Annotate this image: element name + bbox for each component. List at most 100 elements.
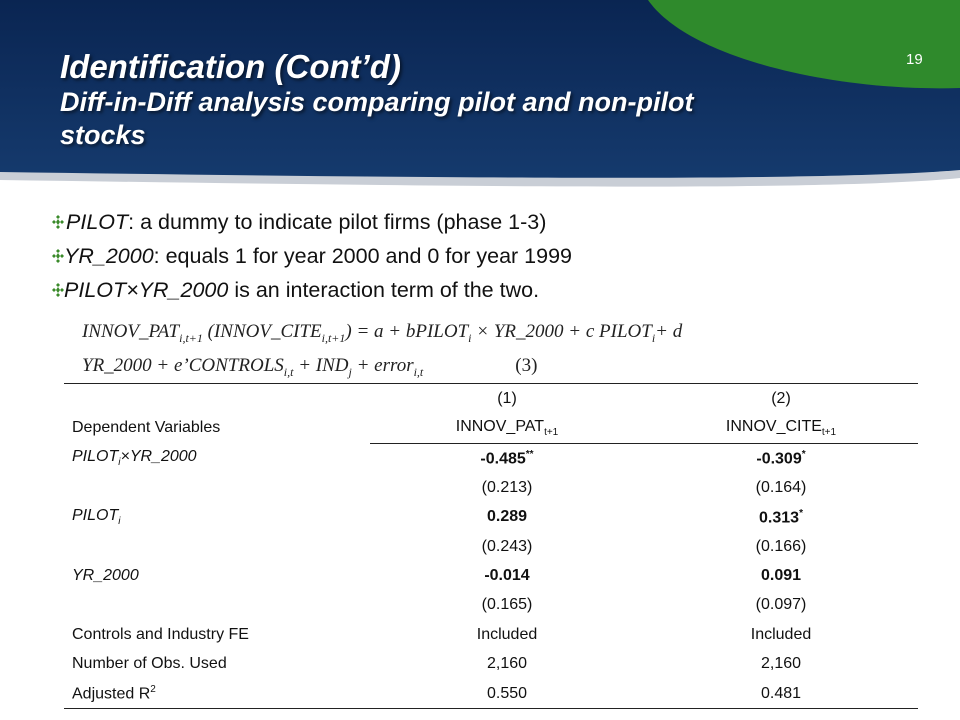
label-subscript: i [118, 516, 121, 528]
eq-subscript: i,t [413, 364, 424, 379]
table-row: (1) (2) [64, 384, 918, 414]
slide-subtitle-line2: stocks [60, 120, 146, 150]
bullet-term: PILOT [66, 210, 129, 234]
table-row: (0.213) (0.164) [64, 473, 918, 502]
table-value: 2,160 [760, 655, 802, 673]
table-value: Included [750, 625, 812, 643]
eq-part: × YR_2000 + c PILOT [471, 321, 652, 342]
title-block: Identification (Cont’d) Diff-in-Diff ana… [60, 48, 860, 152]
label-text: ×YR_2000 [120, 448, 197, 466]
row-label: PILOTi [64, 503, 370, 532]
slide-title: Identification (Cont’d) [60, 48, 401, 85]
bullet-term: YR_2000 [64, 244, 154, 268]
table-row: PILOTi 0.289 0.313* [64, 503, 918, 532]
dep-var-name: INNOV_CITE [725, 417, 822, 435]
row-label: Dependent Variables [72, 419, 221, 437]
coef-value: -0.485 [480, 450, 526, 468]
slide-subtitle-line1: Diff-in-Diff analysis comparing pilot an… [60, 87, 694, 117]
label-subscript: i [118, 457, 121, 469]
bullet-item: PILOT×YR_2000 is an interaction term of … [52, 273, 932, 307]
table-value: 0.550 [486, 684, 528, 702]
dep-var-name: INNOV_PAT [455, 417, 545, 435]
dependent-variable: INNOV_PATt+1 [370, 413, 644, 444]
eq-subscript: i,t+1 [179, 330, 203, 345]
table-row: YR_2000 -0.014 0.091 [64, 561, 918, 590]
slide-number: 19 [906, 51, 923, 68]
label-text: PILOT [72, 448, 119, 466]
eq-subscript: i,t [283, 364, 294, 379]
column-number: (1) [497, 389, 517, 407]
table-cell [64, 384, 370, 414]
eq-subscript: j [348, 364, 352, 379]
bullet-text: is an interaction term of the two. [228, 278, 540, 302]
table-row: Number of Obs. Used 2,160 2,160 [64, 650, 918, 679]
green-accent [648, 0, 960, 89]
standard-error: (0.164) [755, 478, 807, 496]
significance-stars: ** [525, 448, 534, 460]
equation-number: (3) [515, 354, 538, 376]
equation-line2: YR_2000 + e’CONTROLSi,t + INDj + errori,… [82, 352, 942, 386]
regression-equation: INNOV_PATi,t+1 (INNOV_CITEi,t+1) = a + b… [82, 318, 942, 386]
table-cell [64, 473, 370, 502]
bullet-list: PILOT: a dummy to indicate pilot firms (… [52, 205, 932, 307]
row-label: Adjusted R2 [64, 679, 370, 709]
eq-subscript: i,t+1 [321, 330, 346, 345]
coefficient: -0.309* [644, 443, 918, 473]
bullet-term: PILOT×YR_2000 [64, 278, 229, 302]
label-text: PILOT [72, 507, 119, 525]
table-row: Dependent Variables INNOV_PATt+1 INNOV_C… [64, 413, 918, 444]
table-row: (0.165) (0.097) [64, 591, 918, 620]
row-label: Number of Obs. Used [72, 655, 227, 673]
coef-value: 0.313 [759, 508, 800, 526]
label-superscript: 2 [150, 683, 156, 695]
coefficient: 0.313* [644, 503, 918, 532]
standard-error: (0.165) [481, 596, 533, 614]
dependent-variable: INNOV_CITEt+1 [644, 413, 918, 444]
row-label: YR_2000 [72, 567, 139, 585]
standard-error: (0.213) [481, 478, 533, 496]
header-background [0, 0, 960, 187]
table-value: Included [476, 625, 538, 643]
coefficient: 0.289 [486, 508, 528, 526]
row-label: PILOTi×YR_2000 [64, 443, 370, 473]
eq-subscript: i [468, 330, 472, 345]
table-row: PILOTi×YR_2000 -0.485** -0.309* [64, 443, 918, 473]
eq-part: INNOV_PAT [82, 321, 180, 342]
label-text: Adjusted R [72, 685, 151, 703]
standard-error: (0.243) [481, 537, 533, 555]
bullet-text: : equals 1 for year 2000 and 0 for year … [153, 244, 572, 268]
coefficient: 0.091 [760, 567, 802, 585]
bullet-item: PILOT: a dummy to indicate pilot firms (… [52, 205, 932, 239]
diamond-bullet-icon [52, 215, 64, 229]
table-row: Controls and Industry FE Included Includ… [64, 620, 918, 649]
results-table: (1) (2) Dependent Variables INNOV_PATt+1… [64, 383, 918, 710]
table-value: 0.481 [760, 684, 802, 702]
coef-value: -0.309 [756, 450, 802, 468]
equation-line1: INNOV_PATi,t+1 (INNOV_CITEi,t+1) = a + b… [82, 318, 942, 352]
bullet-item: YR_2000: equals 1 for year 2000 and 0 fo… [52, 239, 932, 273]
eq-part: ) = a + bPILOT [345, 321, 469, 342]
row-label: Controls and Industry FE [72, 625, 249, 643]
standard-error: (0.166) [755, 537, 807, 555]
diamond-bullet-icon [52, 283, 64, 297]
table-value: 2,160 [486, 655, 528, 673]
dep-var-subscript: t+1 [821, 427, 837, 439]
coefficient: -0.014 [484, 567, 530, 585]
dep-var-subscript: t+1 [544, 427, 559, 439]
coefficient: -0.485** [370, 443, 644, 473]
eq-part: + d [655, 321, 683, 342]
slide-header: Identification (Cont’d) Diff-in-Diff ana… [0, 0, 960, 190]
eq-subscript: i [651, 330, 656, 345]
table-row: (0.243) (0.166) [64, 532, 918, 561]
column-number: (2) [771, 389, 791, 407]
significance-stars: * [799, 507, 803, 519]
significance-stars: * [801, 448, 806, 460]
eq-part: YR_2000 + e’CONTROLS [82, 354, 284, 376]
bullet-text: : a dummy to indicate pilot firms (phase… [128, 210, 547, 234]
table-cell [64, 591, 370, 620]
eq-part: (INNOV_CITE [202, 321, 322, 342]
table-row: Adjusted R2 0.550 0.481 [64, 679, 918, 709]
standard-error: (0.097) [755, 596, 807, 614]
eq-part: + IND [293, 354, 349, 376]
eq-part: + error [351, 354, 414, 376]
